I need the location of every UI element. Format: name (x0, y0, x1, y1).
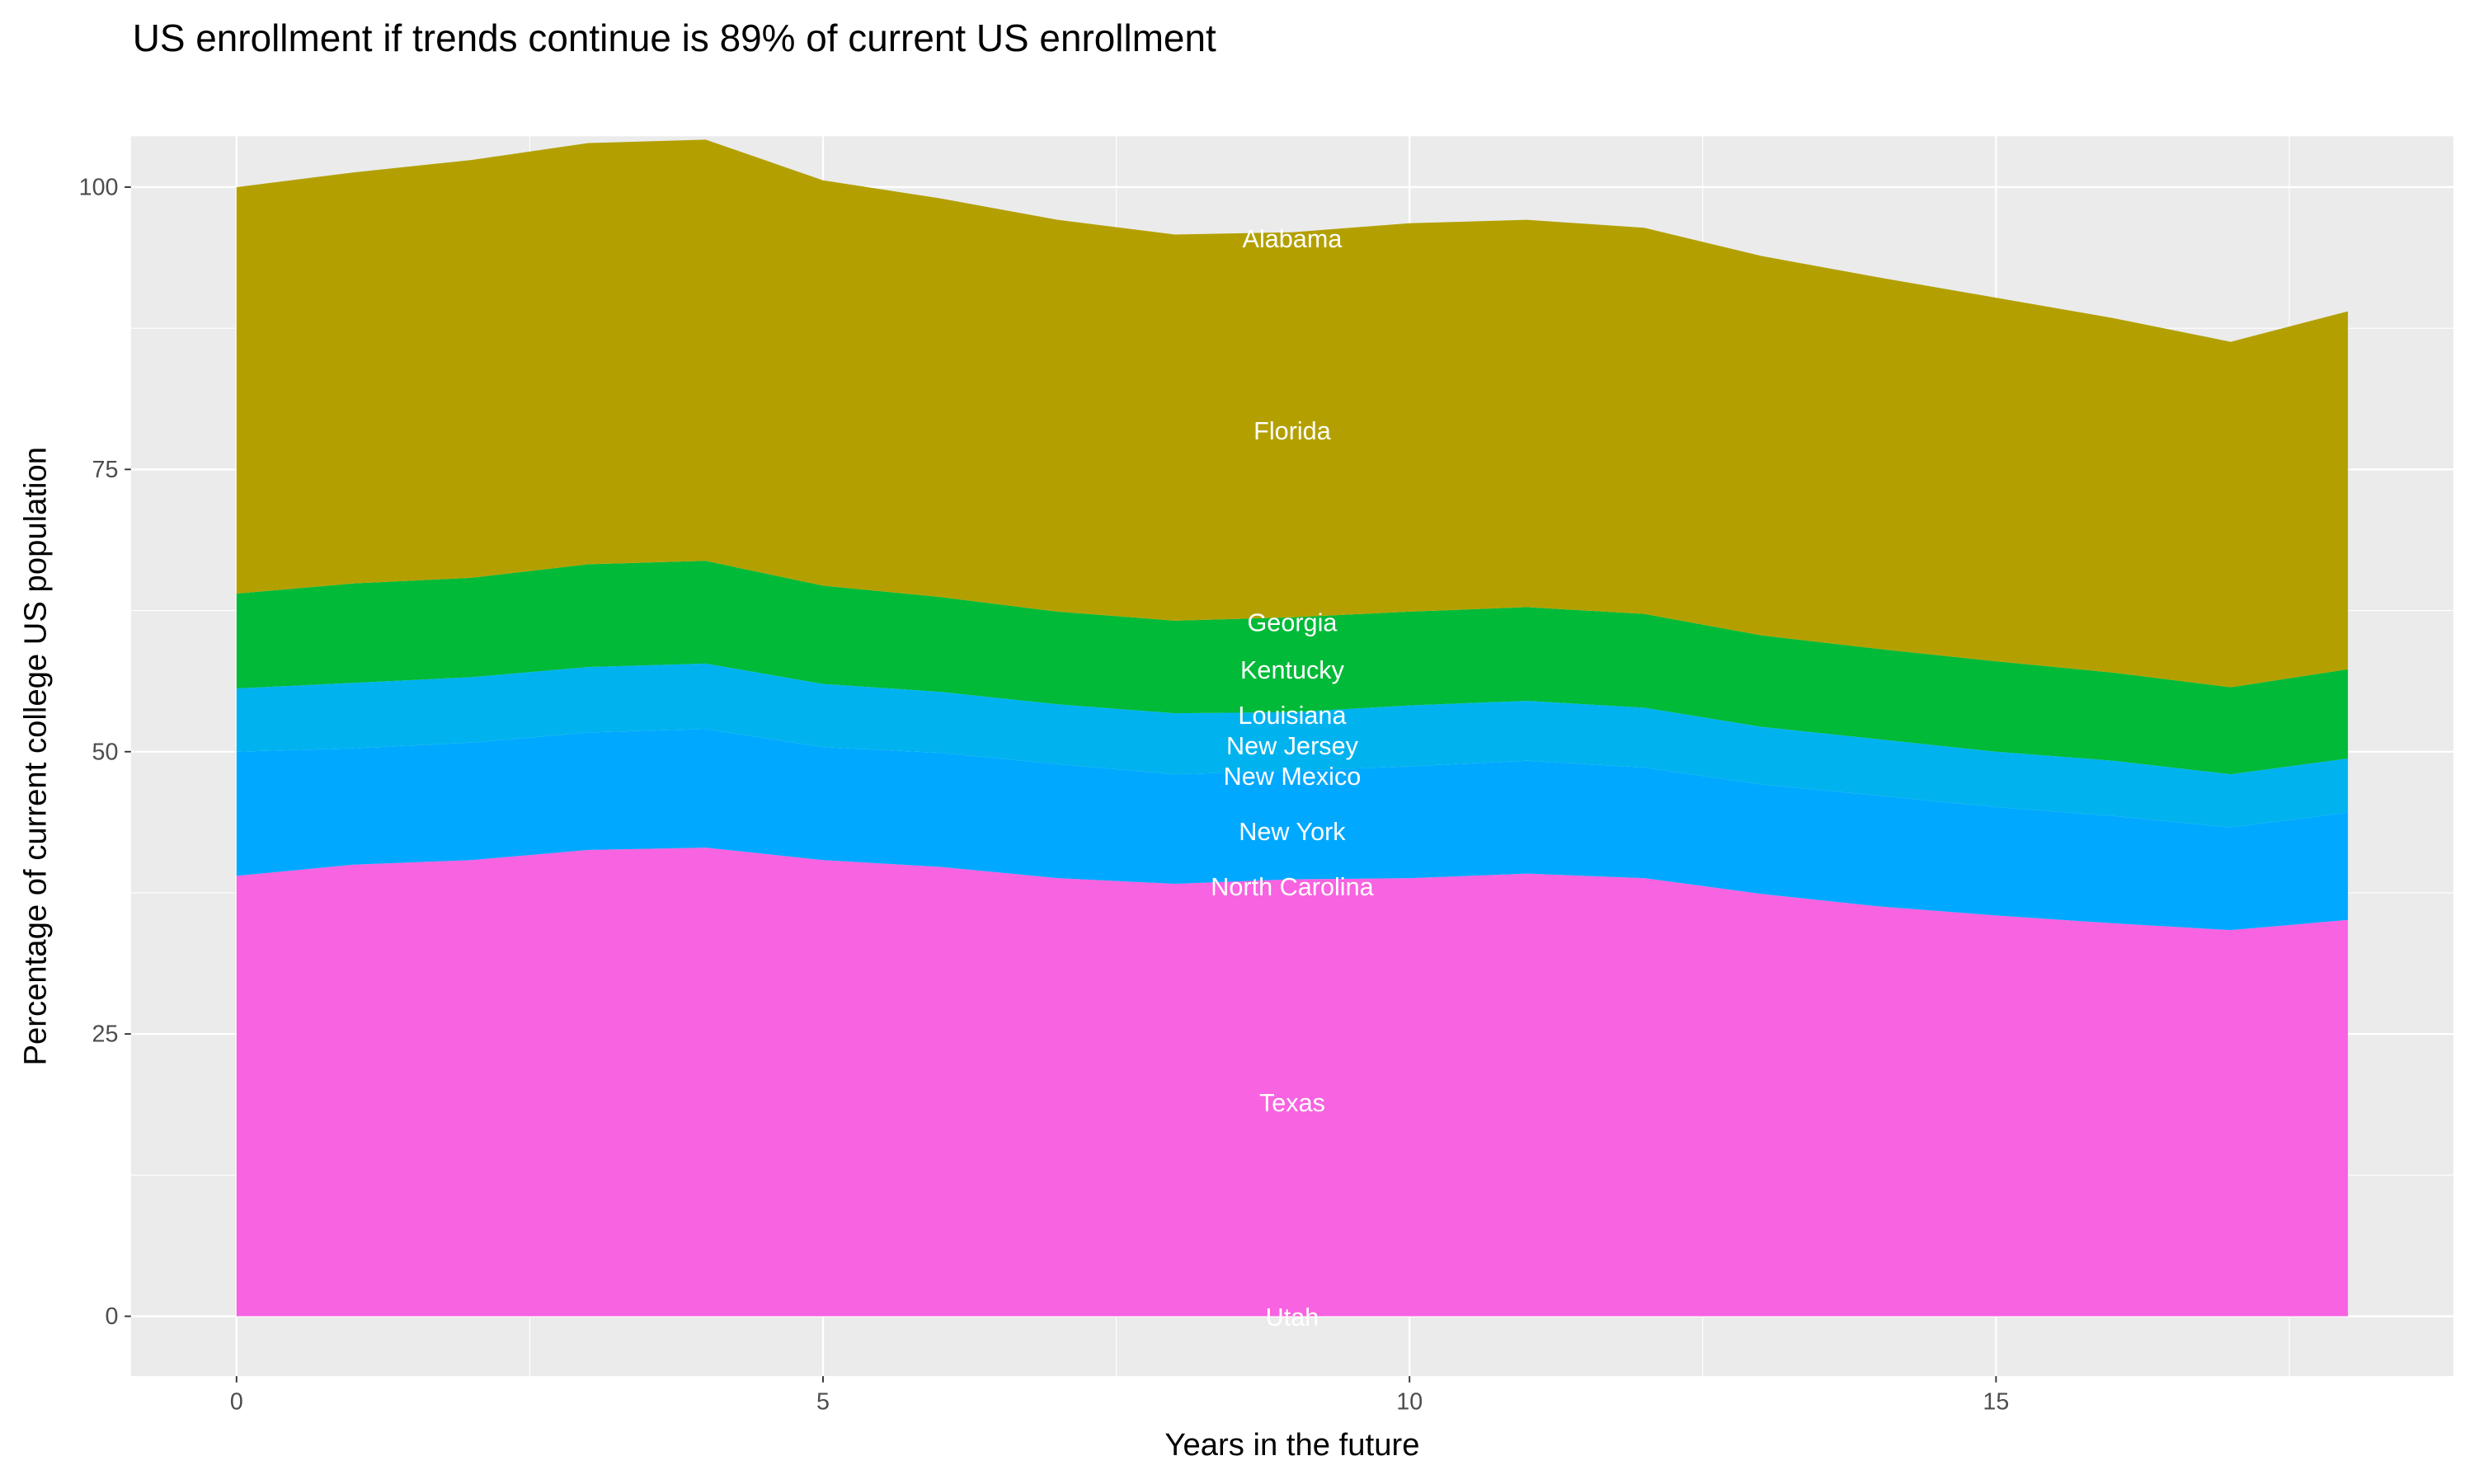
y-tick-label: 75 (92, 457, 119, 483)
area-band (236, 139, 2349, 688)
state-label: North Carolina (1211, 873, 1374, 901)
chart-title: US enrollment if trends continue is 89% … (133, 16, 1216, 59)
area-band (236, 729, 2349, 931)
state-label: Kentucky (1240, 656, 1345, 684)
state-label: New Mexico (1224, 763, 1362, 791)
state-label: Georgia (1248, 609, 1338, 637)
state-label: Utah (1266, 1303, 1319, 1331)
x-tick-label: 5 (816, 1388, 830, 1415)
area-band (236, 561, 2349, 775)
y-axis-label: Percentage of current college US populat… (17, 447, 53, 1066)
y-tick-label: 25 (92, 1021, 119, 1048)
y-tick-label: 100 (79, 175, 119, 201)
area-band (236, 848, 2349, 1317)
x-axis-label: Years in the future (1164, 1427, 1419, 1463)
state-label: Texas (1259, 1089, 1325, 1117)
area-band (236, 663, 2349, 828)
x-tick-label: 0 (230, 1388, 243, 1415)
x-tick-label: 15 (1982, 1388, 2009, 1415)
state-label: New York (1239, 818, 1346, 846)
y-tick-label: 0 (106, 1303, 119, 1330)
state-labels: AlabamaFloridaGeorgiaKentuckyLouisianaNe… (1211, 225, 1374, 1331)
area-bands (236, 139, 2349, 1317)
x-tick-label: 10 (1396, 1388, 1423, 1415)
y-axis: 0 25 50 75 100 (79, 175, 131, 1330)
state-label: Florida (1253, 417, 1332, 445)
state-label: Louisiana (1238, 702, 1347, 730)
x-axis: 0 5 10 15 (230, 1376, 2009, 1415)
state-label: Alabama (1243, 225, 1343, 253)
y-tick-label: 50 (92, 739, 119, 765)
state-label: New Jersey (1226, 732, 1359, 760)
